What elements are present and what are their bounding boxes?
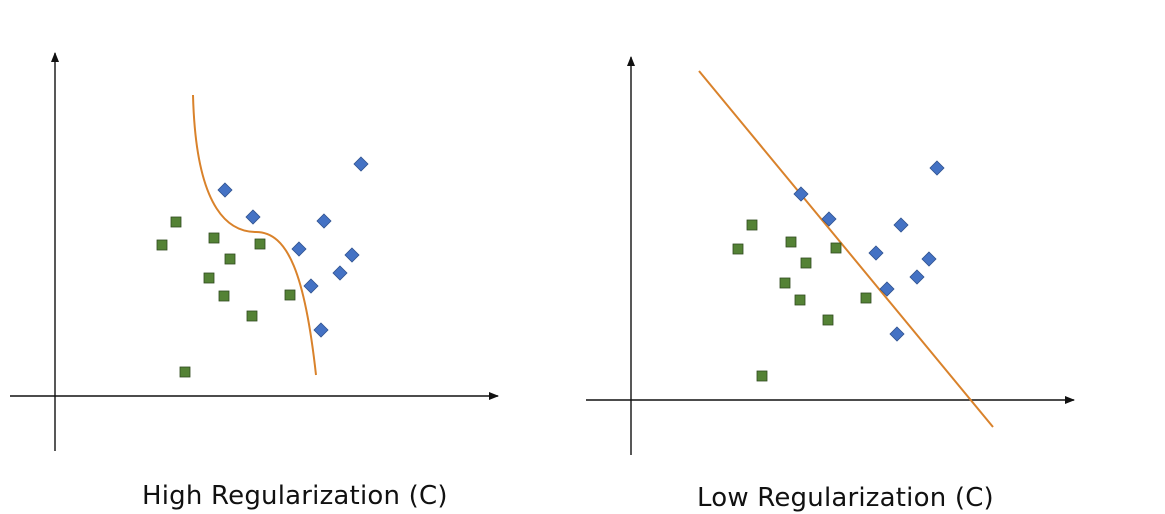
green-square-point [756, 370, 768, 382]
green-square-point [156, 239, 168, 251]
green-square-point [779, 277, 791, 289]
green-square-point [218, 290, 230, 302]
green-square-point [785, 236, 797, 248]
blue-diamond-point [921, 251, 937, 267]
blue-diamond-point [893, 217, 909, 233]
green-square-point [254, 238, 266, 250]
green-square-point [822, 314, 834, 326]
blue-diamond-point [929, 160, 945, 176]
blue-diamond-point [245, 209, 261, 225]
panel-caption-low-regularization: Low Regularization (C) [697, 483, 994, 513]
blue-diamond-point [316, 213, 332, 229]
linear-decision-boundary [698, 70, 994, 428]
curved-decision-boundary [192, 94, 317, 376]
green-square-point [860, 292, 872, 304]
green-square-point [208, 232, 220, 244]
blue-diamond-point [909, 269, 925, 285]
blue-diamond-point [889, 326, 905, 342]
green-square-point [746, 219, 758, 231]
blue-diamond-point [821, 211, 837, 227]
blue-diamond-point [313, 322, 329, 338]
green-square-point [203, 272, 215, 284]
green-square-point [732, 243, 744, 255]
panel-caption-high-regularization: High Regularization (C) [142, 481, 448, 511]
green-square-point [800, 257, 812, 269]
green-square-point [284, 289, 296, 301]
blue-diamond-point [344, 247, 360, 263]
green-square-points [732, 219, 872, 382]
blue-diamond-points [793, 160, 945, 342]
blue-diamond-points [217, 156, 369, 338]
green-square-point [179, 366, 191, 378]
blue-diamond-point [303, 278, 319, 294]
green-square-point [794, 294, 806, 306]
blue-diamond-point [868, 245, 884, 261]
green-square-point [830, 242, 842, 254]
blue-diamond-point [332, 265, 348, 281]
panel-high-regularization [10, 52, 499, 451]
panel-low-regularization [586, 56, 1075, 455]
blue-diamond-point [793, 186, 809, 202]
blue-diamond-point [217, 182, 233, 198]
green-square-point [170, 216, 182, 228]
blue-diamond-point [879, 281, 895, 297]
green-square-point [246, 310, 258, 322]
green-square-points [156, 216, 296, 378]
green-square-point [224, 253, 236, 265]
blue-diamond-point [291, 241, 307, 257]
blue-diamond-point [353, 156, 369, 172]
